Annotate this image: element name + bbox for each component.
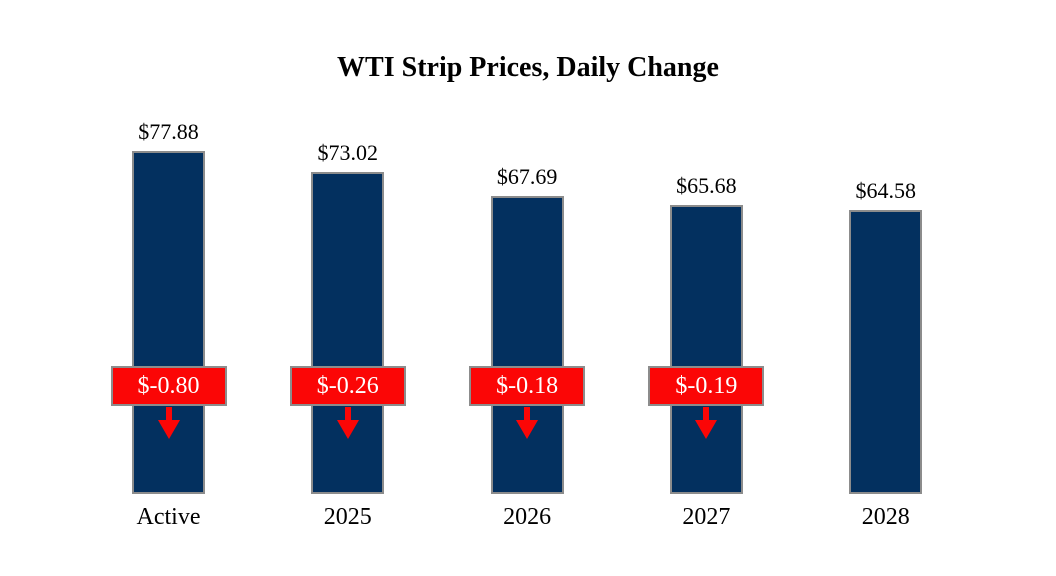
bar-2027 xyxy=(669,205,743,494)
bar-2025 xyxy=(311,172,385,494)
bar-value-label: $67.69 xyxy=(496,164,558,189)
bar-active xyxy=(132,151,205,494)
down-arrow-icon xyxy=(513,407,541,439)
bar-value-label: $64.58 xyxy=(855,178,916,203)
category-label-2027: 2027 xyxy=(682,504,731,530)
category-label-2025: 2025 xyxy=(323,504,372,530)
bar-2026 xyxy=(490,196,564,494)
bar-value-label: $77.88 xyxy=(138,119,199,144)
category-label-2028: 2028 xyxy=(861,504,910,530)
down-arrow-icon xyxy=(334,407,362,439)
daily-change-badge: $-0.80 xyxy=(110,366,227,406)
daily-change-badge: $-0.26 xyxy=(289,366,406,406)
daily-change-badge: $-0.18 xyxy=(469,366,586,406)
chart-title: WTI Strip Prices, Daily Change xyxy=(337,52,719,83)
bar-2028 xyxy=(849,210,923,494)
bar-value-label: $73.02 xyxy=(317,140,379,165)
bar-value-label: $65.68 xyxy=(676,173,737,198)
down-arrow-icon xyxy=(692,407,720,439)
category-label-active: Active xyxy=(136,504,201,530)
daily-change-badge: $-0.19 xyxy=(648,366,765,406)
down-arrow-icon xyxy=(155,407,183,439)
category-label-2026: 2026 xyxy=(503,504,552,530)
